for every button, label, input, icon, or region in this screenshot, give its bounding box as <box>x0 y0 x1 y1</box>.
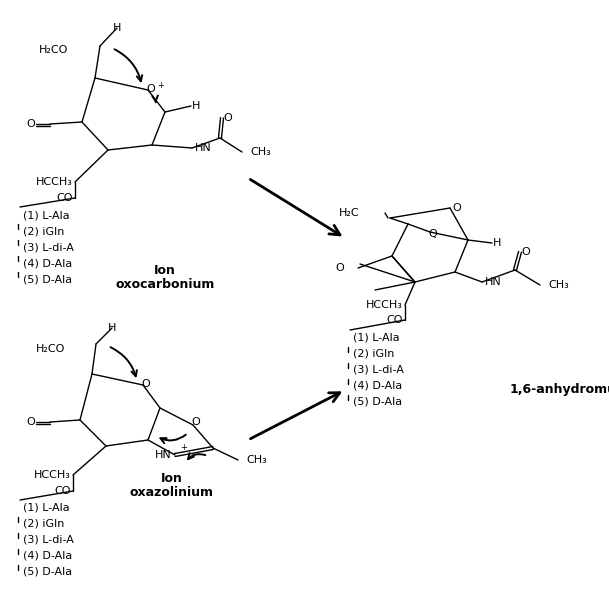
Text: (2) iGln: (2) iGln <box>353 349 395 359</box>
Text: HN: HN <box>155 450 172 460</box>
Text: (3) L-di-A: (3) L-di-A <box>353 365 404 375</box>
Text: (4) D-Ala: (4) D-Ala <box>23 551 72 561</box>
Text: +: + <box>158 80 164 89</box>
Text: (5) D-Ala: (5) D-Ala <box>23 567 72 577</box>
Text: CO: CO <box>57 193 73 203</box>
Text: HCCH₃: HCCH₃ <box>36 177 73 187</box>
Text: (5) D-Ala: (5) D-Ala <box>23 274 72 284</box>
Text: O: O <box>147 84 155 94</box>
Text: (3) L-di-A: (3) L-di-A <box>23 242 74 252</box>
Text: O: O <box>224 113 233 123</box>
Text: O: O <box>192 417 200 427</box>
Text: (2) iGln: (2) iGln <box>23 226 65 236</box>
Text: Q: Q <box>429 229 437 239</box>
Text: 1,6-anhydromuropeptide: 1,6-anhydromuropeptide <box>510 383 609 397</box>
Text: Ion: Ion <box>154 264 176 277</box>
Text: HN: HN <box>195 143 212 153</box>
Text: O: O <box>336 263 344 273</box>
Text: H₂C: H₂C <box>339 208 360 218</box>
Text: CO: CO <box>54 486 71 496</box>
Text: (1) L-Ala: (1) L-Ala <box>353 333 400 343</box>
Text: (2) iGln: (2) iGln <box>23 519 65 529</box>
Text: HCCH₃: HCCH₃ <box>366 300 403 310</box>
Text: Ion: Ion <box>161 471 183 485</box>
Text: CH₃: CH₃ <box>250 147 271 157</box>
Text: O: O <box>27 119 35 129</box>
Text: oxocarbonium: oxocarbonium <box>115 277 215 291</box>
Text: +: + <box>180 443 188 452</box>
Text: HN: HN <box>485 277 502 287</box>
Text: (1) L-Ala: (1) L-Ala <box>23 210 69 220</box>
Text: H: H <box>113 23 121 33</box>
Text: (1) L-Ala: (1) L-Ala <box>23 503 69 513</box>
Text: O: O <box>522 247 530 257</box>
Text: CH₃: CH₃ <box>246 455 267 465</box>
Text: H: H <box>493 238 501 248</box>
Text: O: O <box>452 203 462 213</box>
Text: H: H <box>108 323 116 333</box>
Text: oxazolinium: oxazolinium <box>130 486 214 498</box>
Text: CH₃: CH₃ <box>548 280 569 290</box>
Text: CO: CO <box>387 315 403 325</box>
Text: (3) L-di-A: (3) L-di-A <box>23 535 74 545</box>
Text: O: O <box>142 379 150 389</box>
Text: H: H <box>192 101 200 111</box>
Text: O: O <box>27 417 35 427</box>
Text: (5) D-Ala: (5) D-Ala <box>353 397 402 407</box>
Text: H₂CO: H₂CO <box>35 344 65 354</box>
Text: HCCH₃: HCCH₃ <box>34 470 71 480</box>
Text: (4) D-Ala: (4) D-Ala <box>23 258 72 268</box>
Text: H₂CO: H₂CO <box>38 45 68 55</box>
Text: (4) D-Ala: (4) D-Ala <box>353 381 403 391</box>
